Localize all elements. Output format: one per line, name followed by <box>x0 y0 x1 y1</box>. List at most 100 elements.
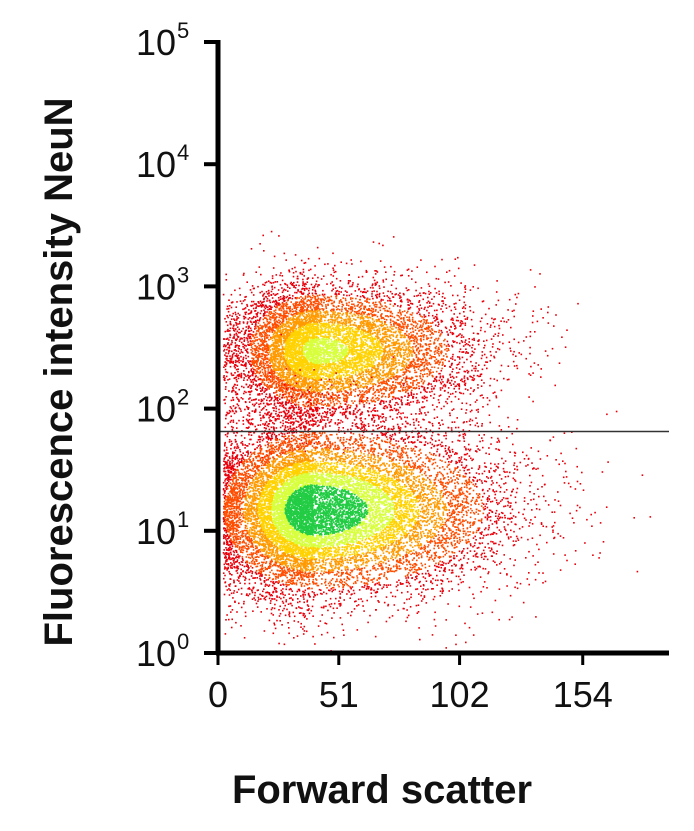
scatter-point <box>256 349 258 351</box>
scatter-point <box>407 344 410 346</box>
scatter-point <box>340 261 342 263</box>
scatter-point <box>250 344 252 346</box>
scatter-point <box>411 270 413 272</box>
scatter-point <box>397 294 400 296</box>
scatter-point <box>284 336 286 339</box>
scatter-point <box>360 290 362 293</box>
scatter-point <box>264 371 266 374</box>
scatter-point <box>315 328 317 330</box>
scatter-point <box>320 359 323 361</box>
scatter-point <box>395 385 397 388</box>
scatter-point <box>350 341 352 343</box>
scatter-point <box>480 326 482 329</box>
scatter-point <box>434 265 436 268</box>
scatter-point <box>321 298 323 300</box>
scatter-point <box>293 325 296 327</box>
scatter-point <box>392 296 394 298</box>
scatter-point <box>350 387 352 390</box>
scatter-point <box>292 424 294 426</box>
scatter-point <box>433 351 436 353</box>
scatter-point <box>415 349 418 352</box>
scatter-point <box>396 342 399 345</box>
scatter-point <box>447 387 450 389</box>
scatter-point <box>376 281 379 284</box>
scatter-point <box>307 257 310 260</box>
scatter-point <box>363 296 365 298</box>
scatter-point <box>371 337 373 340</box>
scatter-point <box>346 291 348 293</box>
scatter-point <box>334 387 337 389</box>
scatter-point <box>423 319 426 321</box>
scatter-point <box>287 290 289 292</box>
scatter-point <box>264 295 267 298</box>
scatter-point <box>280 336 282 339</box>
scatter-point <box>278 235 280 237</box>
scatter-point <box>337 316 340 318</box>
scatter-point <box>424 396 427 399</box>
scatter-point <box>330 346 333 348</box>
scatter-point <box>376 304 378 306</box>
scatter-point <box>407 366 409 369</box>
scatter-point <box>303 348 306 350</box>
scatter-point <box>390 365 393 367</box>
scatter-point <box>312 313 314 315</box>
scatter-point <box>261 408 264 410</box>
scatter-point <box>368 381 370 383</box>
scatter-point <box>318 352 321 355</box>
scatter-point <box>382 332 384 335</box>
scatter-point <box>423 308 426 310</box>
scatter-point <box>261 365 263 368</box>
scatter-point <box>237 354 240 357</box>
scatter-point <box>362 396 364 398</box>
scatter-point <box>470 360 472 363</box>
scatter-point <box>371 313 373 316</box>
scatter-point <box>311 315 313 318</box>
scatter-point <box>384 323 386 326</box>
scatter-point <box>318 309 321 312</box>
scatter-point <box>279 320 281 323</box>
scatter-point <box>412 396 414 398</box>
scatter-point <box>289 342 292 344</box>
scatter-point <box>334 333 336 335</box>
scatter-point <box>416 305 419 308</box>
scatter-point <box>438 290 440 293</box>
scatter-point <box>238 314 241 316</box>
scatter-point <box>378 391 380 393</box>
scatter-point <box>407 394 410 396</box>
scatter-point <box>345 380 347 383</box>
scatter-point <box>350 391 353 393</box>
scatter-point <box>281 356 283 359</box>
scatter-point <box>375 295 378 298</box>
scatter-point <box>477 408 479 411</box>
scatter-point <box>378 343 380 345</box>
scatter-point <box>434 287 436 290</box>
scatter-point <box>358 355 361 357</box>
scatter-point <box>296 291 298 294</box>
scatter-point <box>334 264 336 267</box>
scatter-point <box>459 348 462 350</box>
scatter-point <box>382 378 384 380</box>
scatter-point <box>234 372 236 374</box>
scatter-point <box>277 289 280 291</box>
scatter-point <box>291 327 293 330</box>
scatter-point <box>314 285 316 287</box>
scatter-point <box>303 283 305 286</box>
scatter-point <box>415 383 418 386</box>
scatter-point <box>224 365 227 367</box>
scatter-point <box>348 362 350 365</box>
scatter-point <box>251 347 254 350</box>
scatter-point <box>327 313 329 316</box>
scatter-point <box>351 306 354 309</box>
scatter-point <box>290 406 292 409</box>
scatter-point <box>394 375 397 378</box>
scatter-point <box>264 351 267 353</box>
scatter-point <box>281 365 283 367</box>
scatter-point <box>268 411 270 413</box>
scatter-point <box>235 376 237 379</box>
scatter-point <box>305 346 307 348</box>
scatter-point <box>350 293 353 295</box>
scatter-point <box>319 308 321 311</box>
scatter-point <box>469 418 472 421</box>
scatter-point <box>288 422 290 424</box>
scatter-point <box>315 300 318 303</box>
